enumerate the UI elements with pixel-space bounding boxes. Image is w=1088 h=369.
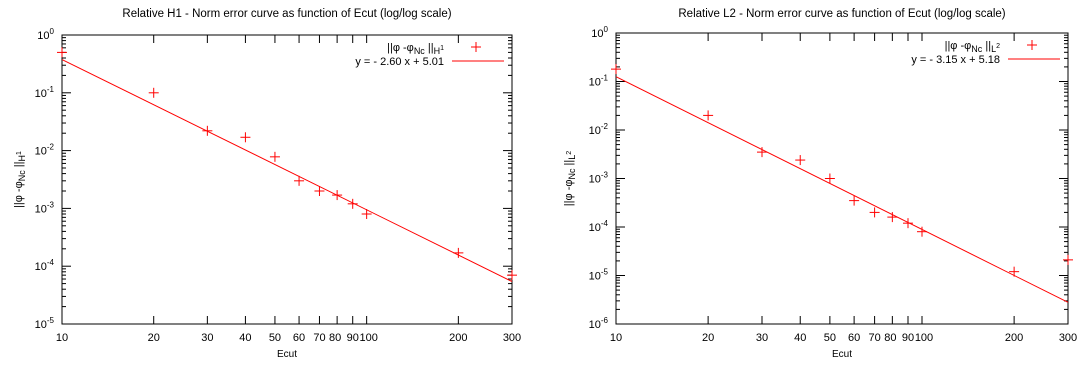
x-tick-label: 300 <box>1059 332 1077 344</box>
data-point <box>148 87 159 98</box>
y-tick-label: 10-6 <box>589 316 609 331</box>
x-tick-label: 20 <box>148 332 160 344</box>
y-tick-label: 10-4 <box>35 258 55 273</box>
data-point <box>824 173 835 184</box>
y-tick-label: 10-2 <box>35 143 55 158</box>
y-tick-label: 100 <box>37 27 54 42</box>
data-point <box>294 175 305 186</box>
fit-line <box>615 76 1069 303</box>
data-point <box>507 270 517 281</box>
x-tick-label: 70 <box>868 332 880 344</box>
y-tick-label: 10-4 <box>589 219 609 234</box>
legend-entry-fit: y = - 2.60 x + 5.01 <box>355 56 444 68</box>
y-tick-label: 100 <box>591 25 608 40</box>
data-point <box>202 125 213 136</box>
y-tick-label: 10-5 <box>35 316 55 331</box>
chart-h1-norm: Relative H1 - Norm error curve as functi… <box>13 8 521 360</box>
x-tick-label: 10 <box>56 332 68 344</box>
x-tick-label: 40 <box>239 332 251 344</box>
data-point <box>361 209 372 220</box>
plot-frame <box>615 32 1069 325</box>
data-point <box>269 151 280 162</box>
legend-entry-points: ||φ -φNc ||H1 <box>387 42 444 56</box>
x-tick-label: 100 <box>915 332 933 344</box>
data-point <box>795 155 806 166</box>
x-axis-label: Ecut <box>832 349 852 360</box>
chart-l2-norm: Relative L2 - Norm error curve as functi… <box>563 8 1077 360</box>
data-point <box>849 195 860 206</box>
data-point <box>332 190 343 201</box>
legend-entry-points: ||φ -φNc ||L2 <box>945 40 1001 54</box>
data-point <box>887 212 898 223</box>
data-point <box>347 198 358 209</box>
y-tick-label: 10-3 <box>35 200 55 215</box>
data-point <box>902 218 913 229</box>
x-tick-label: 50 <box>824 332 836 344</box>
x-tick-label: 200 <box>1005 332 1023 344</box>
legend-entry-fit: y = - 3.15 x + 5.18 <box>911 54 1000 66</box>
fit-line <box>61 59 513 282</box>
x-tick-label: 30 <box>201 332 213 344</box>
data-point <box>1009 266 1020 277</box>
y-axis-label: ||φ -φNc ||H1 <box>13 151 27 208</box>
data-point <box>611 64 621 75</box>
y-axis-label: ||φ -φNc ||L2 <box>563 151 577 207</box>
y-tick-label: 10-3 <box>589 171 609 186</box>
chart-title: Relative H1 - Norm error curve as functi… <box>122 8 451 20</box>
x-tick-label: 100 <box>359 332 377 344</box>
x-tick-label: 40 <box>794 332 806 344</box>
data-point <box>1063 254 1073 265</box>
x-tick-label: 200 <box>449 332 467 344</box>
x-tick-label: 20 <box>702 332 714 344</box>
x-tick-label: 30 <box>756 332 768 344</box>
x-tick-label: 80 <box>884 332 896 344</box>
data-point <box>756 147 767 158</box>
x-tick-label: 10 <box>610 332 622 344</box>
data-point <box>57 47 67 58</box>
y-tick-label: 10-1 <box>35 85 55 100</box>
data-point <box>453 247 464 258</box>
y-tick-label: 10-5 <box>589 268 609 283</box>
x-tick-label: 90 <box>347 332 359 344</box>
y-tick-label: 10-1 <box>589 74 609 89</box>
data-point <box>869 207 880 218</box>
data-point <box>917 226 928 237</box>
x-tick-label: 90 <box>902 332 914 344</box>
x-tick-label: 80 <box>329 332 341 344</box>
x-axis-label: Ecut <box>277 349 297 360</box>
x-tick-label: 300 <box>503 332 521 344</box>
chart-title: Relative L2 - Norm error curve as functi… <box>678 8 1005 20</box>
x-tick-label: 70 <box>313 332 325 344</box>
data-point <box>703 110 714 121</box>
x-tick-label: 60 <box>848 332 860 344</box>
x-tick-label: 60 <box>293 332 305 344</box>
data-point <box>240 132 251 143</box>
x-tick-label: 50 <box>269 332 281 344</box>
data-point <box>314 186 325 197</box>
plot-frame <box>61 34 513 325</box>
y-tick-label: 10-2 <box>589 122 609 137</box>
